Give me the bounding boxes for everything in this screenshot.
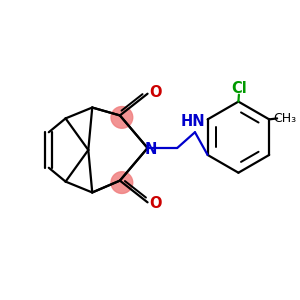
Text: O: O bbox=[149, 196, 162, 211]
Circle shape bbox=[111, 106, 133, 128]
Text: CH₃: CH₃ bbox=[273, 112, 297, 125]
Text: N: N bbox=[144, 142, 157, 157]
Text: O: O bbox=[149, 85, 162, 100]
Text: HN: HN bbox=[181, 114, 205, 129]
Text: Cl: Cl bbox=[232, 81, 247, 96]
Circle shape bbox=[111, 172, 133, 194]
